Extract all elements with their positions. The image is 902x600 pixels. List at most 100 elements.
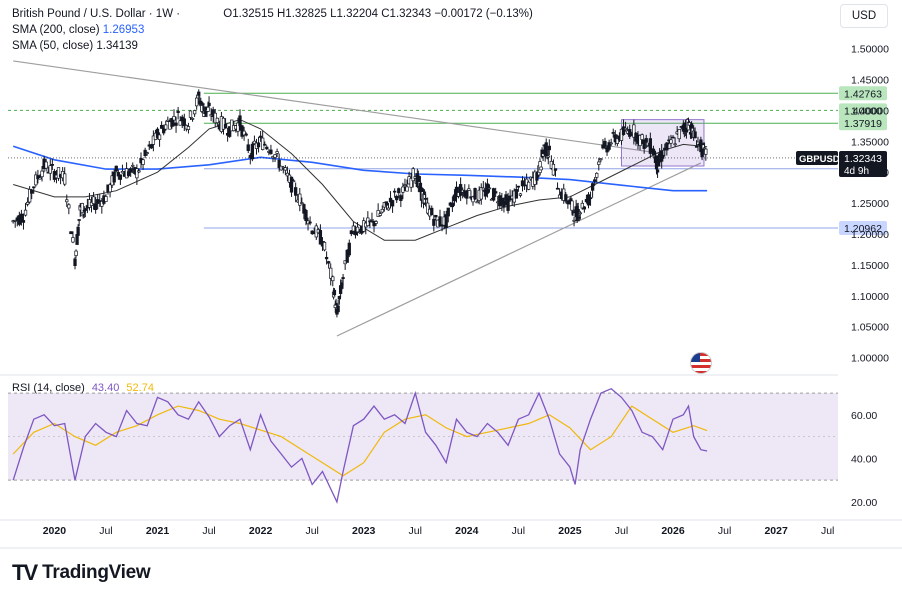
candle-body [370,219,374,221]
candle-body [118,174,123,180]
candle-body [190,117,195,120]
candle-body [215,117,219,123]
candle-body [390,200,395,207]
candle-body [302,204,306,214]
open-value: O1.32515 [223,8,274,20]
candle-body [80,203,84,217]
candle-body [36,175,40,179]
candle-body [178,120,182,126]
candle-body [221,117,226,130]
candle-body [580,202,584,209]
sma50-label: SMA (50, close) [12,40,94,52]
candle-body [28,189,32,203]
level-label-bg [839,103,887,118]
candle-body [632,124,636,138]
candle-body [67,204,71,209]
rsi-legend[interactable]: RSI (14, close) 43.40 52.74 [12,382,154,394]
candle-body [586,194,591,206]
y-tick-label: 1.20000 [851,229,889,241]
candle-body [345,249,349,263]
candle-body [582,206,587,210]
rsi-tick-label: 60.00 [851,410,877,422]
candle-body [172,116,176,121]
candle-body [73,258,77,267]
candle-body [506,198,510,211]
candle-body [277,159,281,169]
x-tick-label: Jul [718,525,731,537]
trendline-descending [13,60,663,155]
candle-body [539,166,543,171]
candle-body [597,161,601,165]
candle-body [423,197,428,200]
candle-body [527,181,531,190]
candle-body [644,138,648,143]
y-tick-label: 1.25000 [851,198,889,210]
change-value: −0.00172 (−0.13%) [434,8,533,20]
level-label: 1.20962 [844,223,882,235]
candle-body [258,135,263,138]
y-tick-label: 1.15000 [851,260,889,272]
candle-body [693,131,697,139]
candle-body [32,186,36,189]
candle-body [137,170,141,173]
candle-body [44,161,48,169]
x-tick-label: 2025 [558,525,582,537]
y-tick-label: 1.35000 [851,136,889,148]
candle-body [704,148,708,155]
candle-body [252,140,257,144]
candle-body [273,154,277,158]
candle-body [244,133,248,136]
candle-body [135,168,139,179]
countdown-label: 4d 9h [844,166,869,177]
candle-body [607,142,611,150]
candle-body [318,230,323,245]
candle-body [76,226,80,236]
candle-body [434,215,438,218]
candle-body [116,172,120,177]
candle-body [327,261,331,264]
candle-body [671,136,675,139]
rsi-value: 43.40 [91,382,120,394]
tradingview-brand[interactable]: TV TradingView [12,560,151,586]
candle-body [195,97,199,107]
candle-body [112,171,116,183]
close-value: C1.32343 [381,8,432,20]
candle-body [395,195,399,201]
candle-body [378,213,382,216]
candle-body [544,142,548,156]
candle-body [285,172,290,177]
candle-body [269,149,273,154]
candle-body [347,242,351,256]
symbol-title[interactable]: British Pound / U.S. Dollar · 1W · [12,8,184,20]
sma50-legend[interactable]: SMA (50, close) 1.34139 [12,38,533,54]
candle-body [397,188,401,194]
sma200-legend[interactable]: SMA (200, close) 1.26953 [12,22,533,38]
candle-body [595,172,599,178]
candle-body [83,208,87,211]
candle-body [30,189,34,194]
x-tick-label: 2023 [352,525,376,537]
x-tick-label: Jul [202,525,215,537]
rsi-label: RSI (14, close) [12,382,85,394]
candle-body [242,130,246,136]
candle-body [104,196,108,202]
candle-body [176,110,180,114]
candle-body [425,202,430,214]
sma200-label: SMA (200, close) [12,24,100,36]
y-tick-label: 1.45000 [851,74,889,86]
x-tick-label: Jul [512,525,525,537]
candle-body [638,135,642,146]
candle-body [166,119,170,122]
candle-body [170,118,174,127]
y-tick-label: 1.10000 [851,291,889,303]
us-flag-icon[interactable] [690,352,712,374]
candle-body [640,134,644,140]
currency-button[interactable]: USD [840,4,888,28]
candle-body [182,118,186,127]
candle-body [291,180,296,183]
candle-body [69,231,73,235]
candle-body [380,208,384,213]
candle-body [141,159,145,165]
sma200-value: 1.26953 [102,24,145,36]
